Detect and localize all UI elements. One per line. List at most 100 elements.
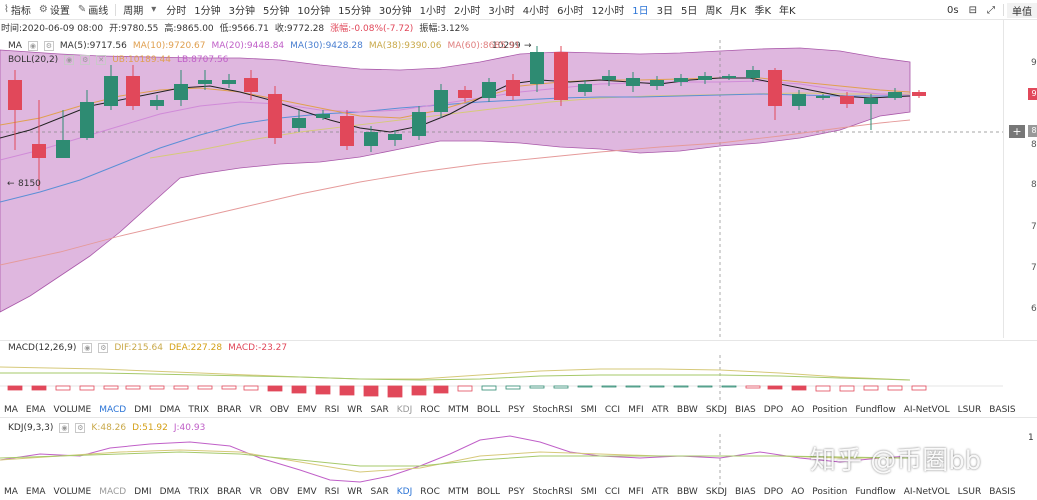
indicator-tab[interactable]: AO xyxy=(791,405,805,415)
indicator-tab[interactable]: StochRSI xyxy=(532,487,573,497)
indicator-tab[interactable]: DPO xyxy=(763,405,784,415)
indicator-tab[interactable]: VR xyxy=(249,487,262,497)
indicator-tab[interactable]: BRAR xyxy=(217,487,242,497)
candle-body[interactable] xyxy=(768,70,782,106)
candle-body[interactable] xyxy=(126,76,140,106)
indicator-tab[interactable]: BIAS xyxy=(735,405,756,415)
gear-icon[interactable]: ⚙ xyxy=(75,423,86,433)
candle-body[interactable] xyxy=(150,100,164,106)
candle-body[interactable] xyxy=(104,76,118,106)
indicator-tab[interactable]: SMI xyxy=(580,487,597,497)
period-option[interactable]: 30分钟 xyxy=(378,6,412,17)
indicator-tab[interactable]: AI-NetVOL xyxy=(903,405,950,415)
eye-icon[interactable]: ◉ xyxy=(27,41,38,51)
indicator-tab[interactable]: MFI xyxy=(628,405,644,415)
indicator-tab[interactable]: VOLUME xyxy=(53,405,92,415)
settings-button[interactable]: ⚙ 设置 xyxy=(35,2,74,17)
eye-icon[interactable]: ◉ xyxy=(59,423,70,433)
period-option[interactable]: 4小时 xyxy=(522,6,550,17)
candle-body[interactable] xyxy=(864,98,878,104)
indicator-tab[interactable]: PSY xyxy=(508,405,525,415)
indicator-tab[interactable]: MTM xyxy=(447,487,469,497)
indicator-tab[interactable]: TRIX xyxy=(188,487,209,497)
candle-body[interactable] xyxy=(340,116,354,146)
price-axis[interactable]: 9 9 + 8 8 8 7 7 6 xyxy=(1003,20,1037,338)
period-option[interactable]: 季K xyxy=(754,6,772,17)
candle-body[interactable] xyxy=(602,76,616,80)
period-option[interactable]: 10分钟 xyxy=(297,6,331,17)
indicator-tab[interactable]: BASIS xyxy=(989,405,1016,415)
split-view-icon[interactable]: ⊟ xyxy=(968,4,977,16)
candle-body[interactable] xyxy=(626,78,640,86)
candle-body[interactable] xyxy=(388,134,402,140)
indicator-tab[interactable]: EMA xyxy=(25,405,46,415)
indicator-tab[interactable]: ROC xyxy=(420,405,440,415)
indicator-tab[interactable]: EMV xyxy=(297,405,317,415)
candle-body[interactable] xyxy=(698,76,712,80)
indicator-tab[interactable]: OBV xyxy=(269,487,290,497)
indicator-tab[interactable]: KDJ xyxy=(396,405,413,415)
gear-icon[interactable]: ⚙ xyxy=(80,55,91,65)
kdj-chart[interactable] xyxy=(0,434,1003,486)
add-alert-button[interactable]: + xyxy=(1009,125,1025,138)
indicator-tab[interactable]: BRAR xyxy=(217,405,242,415)
candle-body[interactable] xyxy=(80,102,94,138)
eye-icon[interactable]: ◉ xyxy=(64,55,75,65)
candle-body[interactable] xyxy=(292,118,306,128)
indicator-tab[interactable]: BBW xyxy=(676,487,698,497)
indicator-tab[interactable]: LSUR xyxy=(957,487,982,497)
period-dropdown[interactable]: 周期 ▾ xyxy=(119,2,162,17)
period-option[interactable]: 1分钟 xyxy=(194,6,221,17)
indicator-tab[interactable]: SAR xyxy=(370,405,389,415)
refresh-time[interactable]: 0s xyxy=(947,4,959,16)
period-option[interactable]: 5日 xyxy=(680,6,698,17)
candle-body[interactable] xyxy=(816,96,830,98)
period-option[interactable]: 15分钟 xyxy=(338,6,371,17)
indicator-tab[interactable]: VOLUME xyxy=(53,487,92,497)
candle-body[interactable] xyxy=(506,80,520,96)
period-option[interactable]: 1日 xyxy=(632,6,649,17)
indicator-tab[interactable]: EMV xyxy=(297,487,317,497)
indicator-tab[interactable]: BIAS xyxy=(735,487,756,497)
indicator-tab[interactable]: LSUR xyxy=(957,405,982,415)
macd-chart[interactable] xyxy=(0,355,1003,403)
candle-body[interactable] xyxy=(222,80,236,84)
indicator-tab[interactable]: TRIX xyxy=(188,405,209,415)
indicator-tab[interactable]: SMI xyxy=(580,405,597,415)
candle-body[interactable] xyxy=(650,80,664,86)
period-option[interactable]: 2小时 xyxy=(453,6,481,17)
indicator-tab[interactable]: MA xyxy=(4,487,18,497)
indicator-tab[interactable]: MFI xyxy=(628,487,644,497)
candle-body[interactable] xyxy=(434,90,448,112)
indicator-tab[interactable]: DPO xyxy=(763,487,784,497)
indicator-tab[interactable]: DMA xyxy=(159,405,181,415)
indicator-tab[interactable]: MA xyxy=(4,405,18,415)
candle-body[interactable] xyxy=(554,52,568,100)
indicator-tab[interactable]: RSI xyxy=(324,487,340,497)
indicator-tab[interactable]: CCI xyxy=(604,487,621,497)
indicator-tab[interactable]: SKDJ xyxy=(705,405,728,415)
period-option[interactable]: 3日 xyxy=(656,6,673,17)
candle-body[interactable] xyxy=(8,80,22,110)
indicator-tab[interactable]: StochRSI xyxy=(532,405,573,415)
indicator-tab[interactable]: OBV xyxy=(269,405,290,415)
indicator-tab[interactable]: DMI xyxy=(134,487,152,497)
indicator-tab[interactable]: WR xyxy=(347,405,363,415)
indicator-tab[interactable]: DMA xyxy=(159,487,181,497)
indicator-tab[interactable]: BOLL xyxy=(476,487,501,497)
eye-icon[interactable]: ◉ xyxy=(82,343,93,353)
indicator-tab[interactable]: Position xyxy=(812,405,848,415)
gear-icon[interactable]: ⚙ xyxy=(98,343,109,353)
candle-body[interactable] xyxy=(316,114,330,118)
candle-body[interactable] xyxy=(746,70,760,78)
indicator-button[interactable]: ⌇ 指标 xyxy=(0,2,35,17)
draw-line-button[interactable]: ✎ 画线 xyxy=(74,2,112,17)
period-option[interactable]: 6小时 xyxy=(557,6,584,17)
candle-body[interactable] xyxy=(530,52,544,84)
fullscreen-icon[interactable]: ⤢ xyxy=(987,4,995,16)
indicator-tab[interactable]: CCI xyxy=(604,405,621,415)
candle-body[interactable] xyxy=(840,96,854,104)
indicator-tab[interactable]: RSI xyxy=(324,405,340,415)
candle-body[interactable] xyxy=(458,90,472,98)
indicator-tab[interactable]: ATR xyxy=(651,487,669,497)
